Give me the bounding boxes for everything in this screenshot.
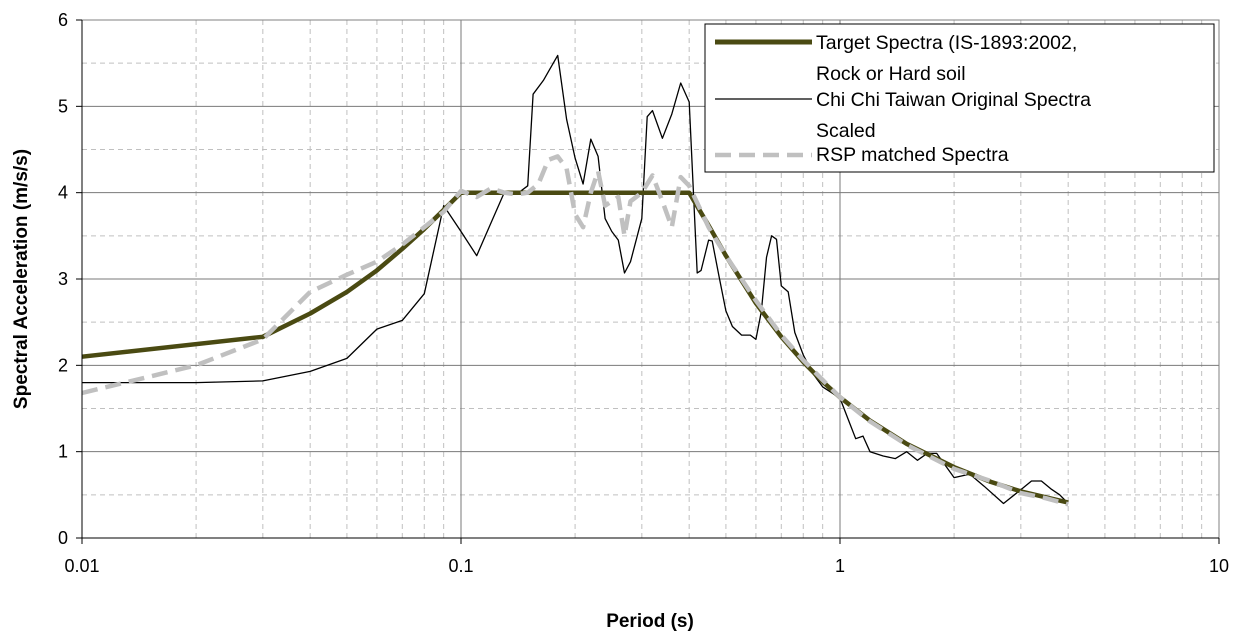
y-tick-label: 2	[58, 355, 68, 375]
legend-label-target-line2: Rock or Hard soil	[816, 63, 966, 85]
y-tick-label: 6	[58, 10, 68, 30]
legend-label-original-line1: Chi Chi Taiwan Original Spectra	[816, 89, 1091, 111]
y-axis-title: Spectral Acceleration (m/s/s)	[11, 149, 32, 409]
y-tick-label: 4	[58, 183, 68, 203]
legend-label-original-line2: Scaled	[816, 120, 876, 142]
x-tick-label: 10	[1209, 556, 1229, 576]
tick-labels: 0.01 0.1 1 10 0 1 2 3 4 5 6	[58, 10, 1229, 576]
y-tick-label: 0	[58, 528, 68, 548]
legend-box	[704, 23, 1215, 173]
x-tick-label: 1	[835, 556, 845, 576]
y-tick-label: 5	[58, 96, 68, 116]
legend-label-target-line1: Target Spectra (IS-1893:2002,	[816, 32, 1077, 54]
legend-label-rsp: RSP matched Spectra	[816, 144, 1009, 166]
axes	[76, 19, 1220, 544]
y-tick-label: 1	[58, 442, 68, 462]
x-tick-label: 0.01	[64, 556, 99, 576]
series-layer	[81, 54, 1069, 507]
legend: Target Spectra (IS-1893:2002, Rock or Ha…	[704, 23, 1215, 173]
series-line-rsp	[81, 154, 1069, 507]
y-tick-label: 3	[58, 269, 68, 289]
x-axis-title: Period (s)	[606, 611, 694, 632]
x-tick-label: 0.1	[448, 556, 473, 576]
